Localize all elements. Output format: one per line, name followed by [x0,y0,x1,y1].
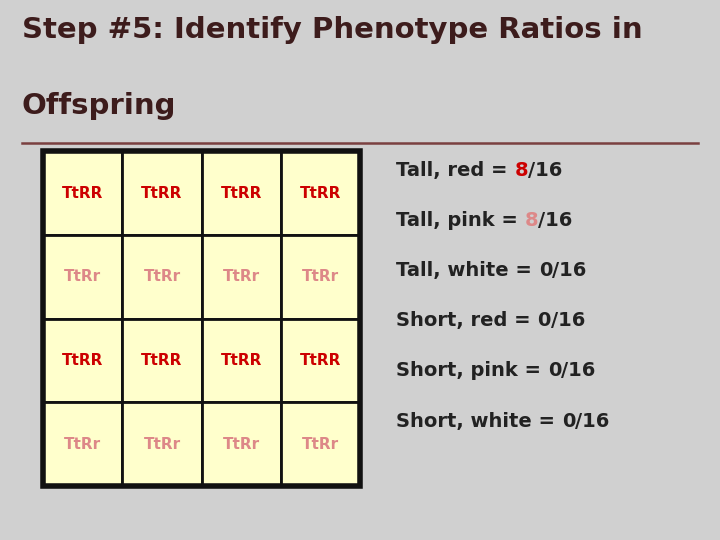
Bar [202,402,281,486]
Bar [43,402,122,486]
Text: TtRR: TtRR [141,353,183,368]
Text: Step #5: Identify Phenotype Ratios in: Step #5: Identify Phenotype Ratios in [22,16,642,44]
Bar [43,151,122,235]
Text: /16: /16 [528,160,562,180]
Text: TtRR: TtRR [300,186,341,200]
Bar [202,151,281,235]
Bar [122,151,202,235]
Bar [122,235,202,319]
Bar [202,235,281,319]
Text: Short, red =: Short, red = [396,311,537,330]
Text: TtRr: TtRr [64,437,102,451]
Text: Short, white =: Short, white = [396,411,562,431]
Text: /16: /16 [539,211,572,230]
Text: TtRr: TtRr [302,269,339,284]
Text: Offspring: Offspring [22,92,176,120]
Text: /16: /16 [561,361,595,381]
Text: Short, pink =: Short, pink = [396,361,548,381]
Text: 0: 0 [548,361,561,381]
Text: Tall, red =: Tall, red = [396,160,514,180]
Text: /16: /16 [551,311,585,330]
Text: 0: 0 [537,311,551,330]
Text: TtRr: TtRr [222,437,260,451]
Text: Tall, white =: Tall, white = [396,261,539,280]
Text: TtRR: TtRR [62,353,104,368]
Text: 8: 8 [525,211,539,230]
Bar [43,235,122,319]
Bar [43,151,360,486]
Bar [43,319,122,402]
Text: TtRR: TtRR [220,186,262,200]
Bar [281,319,360,402]
Text: TtRr: TtRr [143,437,181,451]
Text: TtRr: TtRr [302,437,339,451]
Text: 0: 0 [539,261,552,280]
Bar [122,402,202,486]
Text: 0: 0 [562,411,575,431]
Bar [122,319,202,402]
Bar [281,151,360,235]
Text: /16: /16 [552,261,586,280]
Text: TtRr: TtRr [64,269,102,284]
Text: /16: /16 [575,411,610,431]
Bar [202,319,281,402]
Text: TtRR: TtRR [220,353,262,368]
Text: TtRr: TtRr [222,269,260,284]
Text: Tall, pink =: Tall, pink = [396,211,525,230]
Text: TtRr: TtRr [143,269,181,284]
Text: TtRR: TtRR [62,186,104,200]
Text: 8: 8 [514,160,528,180]
Bar [281,402,360,486]
Text: TtRR: TtRR [300,353,341,368]
Bar [281,235,360,319]
Text: TtRR: TtRR [141,186,183,200]
